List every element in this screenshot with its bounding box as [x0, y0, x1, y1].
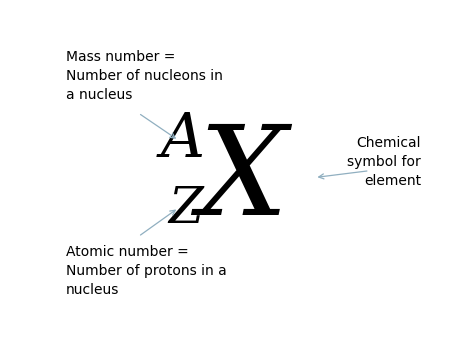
- Text: A: A: [160, 110, 204, 170]
- Text: Atomic number =
Number of protons in a
nucleus: Atomic number = Number of protons in a n…: [66, 245, 227, 297]
- Text: Mass number =
Number of nucleons in
a nucleus: Mass number = Number of nucleons in a nu…: [66, 50, 223, 102]
- Text: Z: Z: [169, 185, 203, 234]
- Text: X: X: [199, 120, 287, 241]
- Text: Chemical
symbol for
element: Chemical symbol for element: [347, 136, 421, 188]
